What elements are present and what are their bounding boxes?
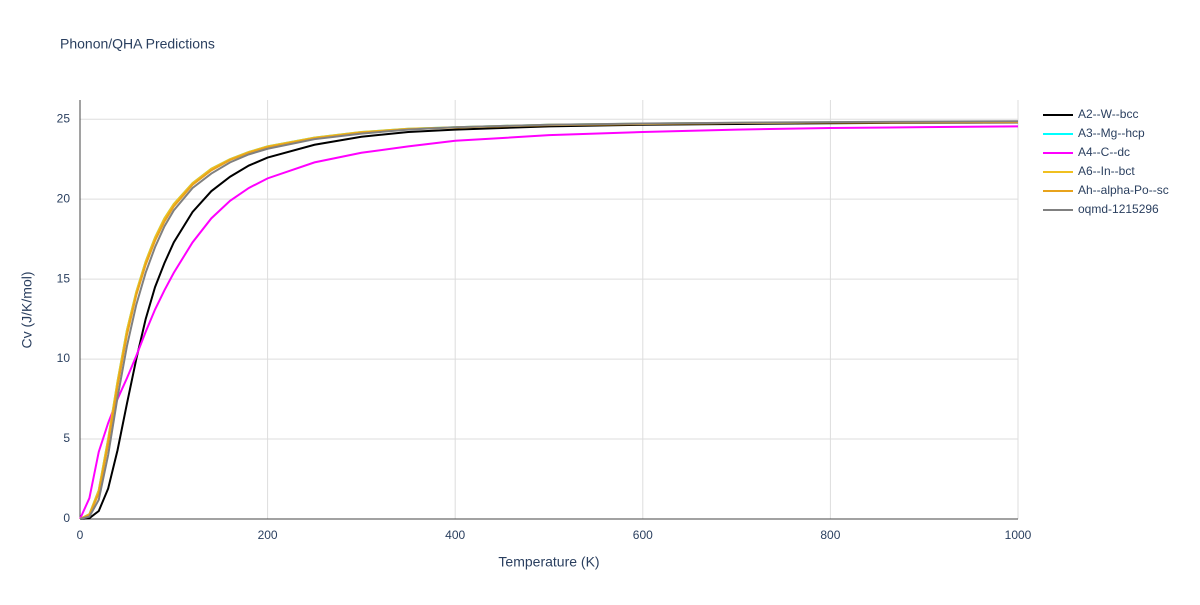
chart-title: Phonon/QHA Predictions (60, 36, 215, 52)
line (79, 120, 1019, 520)
y-tick-label: 15 (57, 271, 71, 285)
legend-label: oqmd-1215296 (1078, 202, 1159, 216)
x-tick-label: 400 (445, 528, 465, 542)
legend-label: A3--Mg--hcp (1078, 126, 1145, 140)
y-tick-label: 5 (63, 431, 70, 445)
x-tick-label: 1000 (1005, 528, 1032, 542)
x-tick-label: 200 (258, 528, 278, 542)
legend-label: A6--In--bct (1078, 164, 1135, 178)
line (79, 121, 1019, 520)
x-tick-label: 0 (77, 528, 84, 542)
y-tick-label: 0 (63, 511, 70, 525)
legend-label: A2--W--bcc (1078, 107, 1138, 121)
x-axis-label: Temperature (K) (498, 554, 599, 570)
legend-label: Ah--alpha-Po--sc (1078, 183, 1169, 197)
line (79, 125, 1019, 520)
line (79, 120, 1019, 520)
y-axis-label: Cv (J/K/mol) (19, 272, 35, 349)
x-tick-label: 800 (820, 528, 840, 542)
legend-label: A4--C--dc (1078, 145, 1130, 159)
line (79, 120, 1019, 520)
x-tick-label: 600 (633, 528, 653, 542)
y-tick-label: 10 (57, 351, 71, 365)
y-tick-label: 20 (57, 191, 71, 205)
line (79, 121, 1019, 520)
y-tick-label: 25 (57, 111, 71, 125)
